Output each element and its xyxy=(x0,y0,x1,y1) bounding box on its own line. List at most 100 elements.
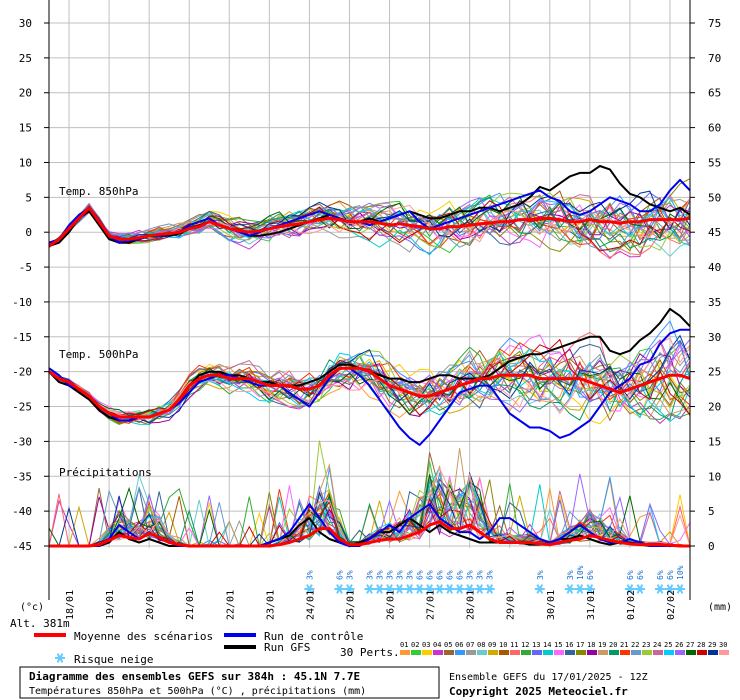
right-tick-label-5: 50 xyxy=(708,191,721,204)
snow-risk-label-19: 6% xyxy=(586,570,595,580)
series-mean-500 xyxy=(48,366,691,419)
date-label-21-01: 21/01 xyxy=(185,590,196,620)
pert-number-17: 17 xyxy=(576,641,584,649)
legend-gfs-label: Run GFS xyxy=(264,641,310,654)
pert-swatch-06 xyxy=(455,650,465,655)
pert-swatch-23 xyxy=(642,650,652,655)
snowflake-icon-2 xyxy=(344,584,355,594)
pert-500-27 xyxy=(48,365,691,416)
label-precipitations: Précipitations xyxy=(59,466,152,479)
pert-swatch-04 xyxy=(433,650,443,655)
date-label-27-01: 27/01 xyxy=(426,590,437,620)
pert-swatch-24 xyxy=(653,650,663,655)
pert-swatch-18 xyxy=(587,650,597,655)
pert-swatch-30 xyxy=(719,650,729,655)
pert-number-04: 04 xyxy=(433,641,441,649)
legend-control-swatch xyxy=(224,633,256,637)
pert-swatch-10 xyxy=(499,650,509,655)
right-tick-label-1: 70 xyxy=(708,52,721,65)
snow-risk-label-15: 3% xyxy=(486,570,495,580)
right-tick-label-7: 40 xyxy=(708,261,721,274)
pert-number-26: 26 xyxy=(675,641,683,649)
pert-number-23: 23 xyxy=(642,641,650,649)
pert-swatch-14 xyxy=(543,650,553,655)
perturbation-lines xyxy=(48,178,691,547)
snowflake-icon-12 xyxy=(454,584,465,594)
snowflake-icon-1 xyxy=(334,584,345,594)
snowflake-icon-3 xyxy=(364,584,375,594)
snowflake-icon-5 xyxy=(384,584,395,594)
left-axis-unit: (°c) xyxy=(20,602,44,613)
date-label-24-01: 24/01 xyxy=(305,590,316,620)
date-label-28-01: 28/01 xyxy=(466,590,477,620)
right-axis-unit: (mm) xyxy=(708,602,732,613)
pert-number-01: 01 xyxy=(400,641,408,649)
label-temp-500: Temp. 500hPa xyxy=(59,348,138,361)
snowflake-icon-24 xyxy=(674,584,685,594)
pert-number-06: 06 xyxy=(455,641,463,649)
snowflake-icon-7 xyxy=(404,584,415,594)
perturbation-legend: 01 02 03 04 05 06 07 08 09 10 11 12 13 14 15 16 17 18 19 20… xyxy=(400,641,729,655)
right-tick-label-4: 55 xyxy=(708,156,721,169)
snowflake-icon-16 xyxy=(534,584,545,594)
pert-number-29: 29 xyxy=(708,641,716,649)
pert-number-21: 21 xyxy=(620,641,628,649)
pert-number-28: 28 xyxy=(697,641,705,649)
snowflake-icon-18 xyxy=(574,584,585,594)
legend-perts-label: 30 Perts. xyxy=(340,646,400,659)
right-tick-label-0: 75 xyxy=(708,17,721,30)
date-label-19-01: 19/01 xyxy=(105,590,116,620)
pert-number-13: 13 xyxy=(532,641,540,649)
date-label-31-01: 31/01 xyxy=(586,590,597,620)
snowflake-icon-22 xyxy=(654,584,665,594)
pert-number-16: 16 xyxy=(565,641,573,649)
snowflake-icon-9 xyxy=(424,584,435,594)
pert-number-22: 22 xyxy=(631,641,639,649)
snowflake-icon-0 xyxy=(304,584,315,594)
pert-number-14: 14 xyxy=(543,641,551,649)
snow-risk-label-14: 3% xyxy=(476,570,485,580)
pert-swatch-19 xyxy=(598,650,608,655)
right-tick-label-3: 60 xyxy=(708,122,721,135)
right-tick-label-2: 65 xyxy=(708,87,721,100)
pert-number-15: 15 xyxy=(554,641,562,649)
main-series-lines xyxy=(48,165,691,548)
date-labels: 18/01 19/01 20/01 21/01 22/01 23/01 24/01 25/01… xyxy=(65,590,677,620)
snow-risk-label-11: 6% xyxy=(446,570,455,580)
pert-swatch-13 xyxy=(532,650,542,655)
pert-swatch-16 xyxy=(565,650,575,655)
left-tick-label-6: 0 xyxy=(25,226,32,239)
pert-number-03: 03 xyxy=(422,641,430,649)
date-label-02-02: 02/02 xyxy=(666,590,677,620)
pert-500-16 xyxy=(48,339,691,424)
legend-gfs-swatch xyxy=(224,645,256,649)
pert-number-25: 25 xyxy=(664,641,672,649)
footer-copyright: Copyright 2025 Meteociel.fr xyxy=(449,685,628,698)
left-tick-label-15: -45 xyxy=(12,540,32,553)
snowflake-icon-10 xyxy=(434,584,445,594)
left-tick-label-9: -15 xyxy=(12,331,32,344)
right-tick-label-14: 5 xyxy=(708,505,715,518)
pert-swatch-08 xyxy=(477,650,487,655)
right-tick-label-15: 0 xyxy=(708,540,715,553)
snowflake-icon-13 xyxy=(464,584,475,594)
snowflake-icon-23 xyxy=(664,584,675,594)
snowflake-icon-legend xyxy=(55,653,65,663)
left-tick-label-10: -20 xyxy=(12,366,32,379)
left-tick-label-8: -10 xyxy=(12,296,32,309)
pert-number-05: 05 xyxy=(444,641,452,649)
pert-500-25 xyxy=(48,347,691,421)
snowflake-icon-17 xyxy=(564,584,575,594)
date-label-30-01: 30/01 xyxy=(546,590,557,620)
snow-risk-label-24: 10% xyxy=(676,565,685,580)
left-tick-label-14: -40 xyxy=(12,505,32,518)
pert-swatch-01 xyxy=(400,650,410,655)
snowflake-icon-15 xyxy=(484,584,495,594)
pert-500-28 xyxy=(48,338,691,416)
pert-swatch-12 xyxy=(521,650,531,655)
left-axis-ticks: 30 25 20 15 10 5 0 -5 -10 -15 -20 -25 -30 -35 -40 -45 xyxy=(12,17,49,553)
pert-number-08: 08 xyxy=(477,641,485,649)
date-label-22-01: 22/01 xyxy=(225,590,236,620)
left-tick-label-11: -25 xyxy=(12,401,32,414)
series-mean-precip xyxy=(49,520,690,548)
